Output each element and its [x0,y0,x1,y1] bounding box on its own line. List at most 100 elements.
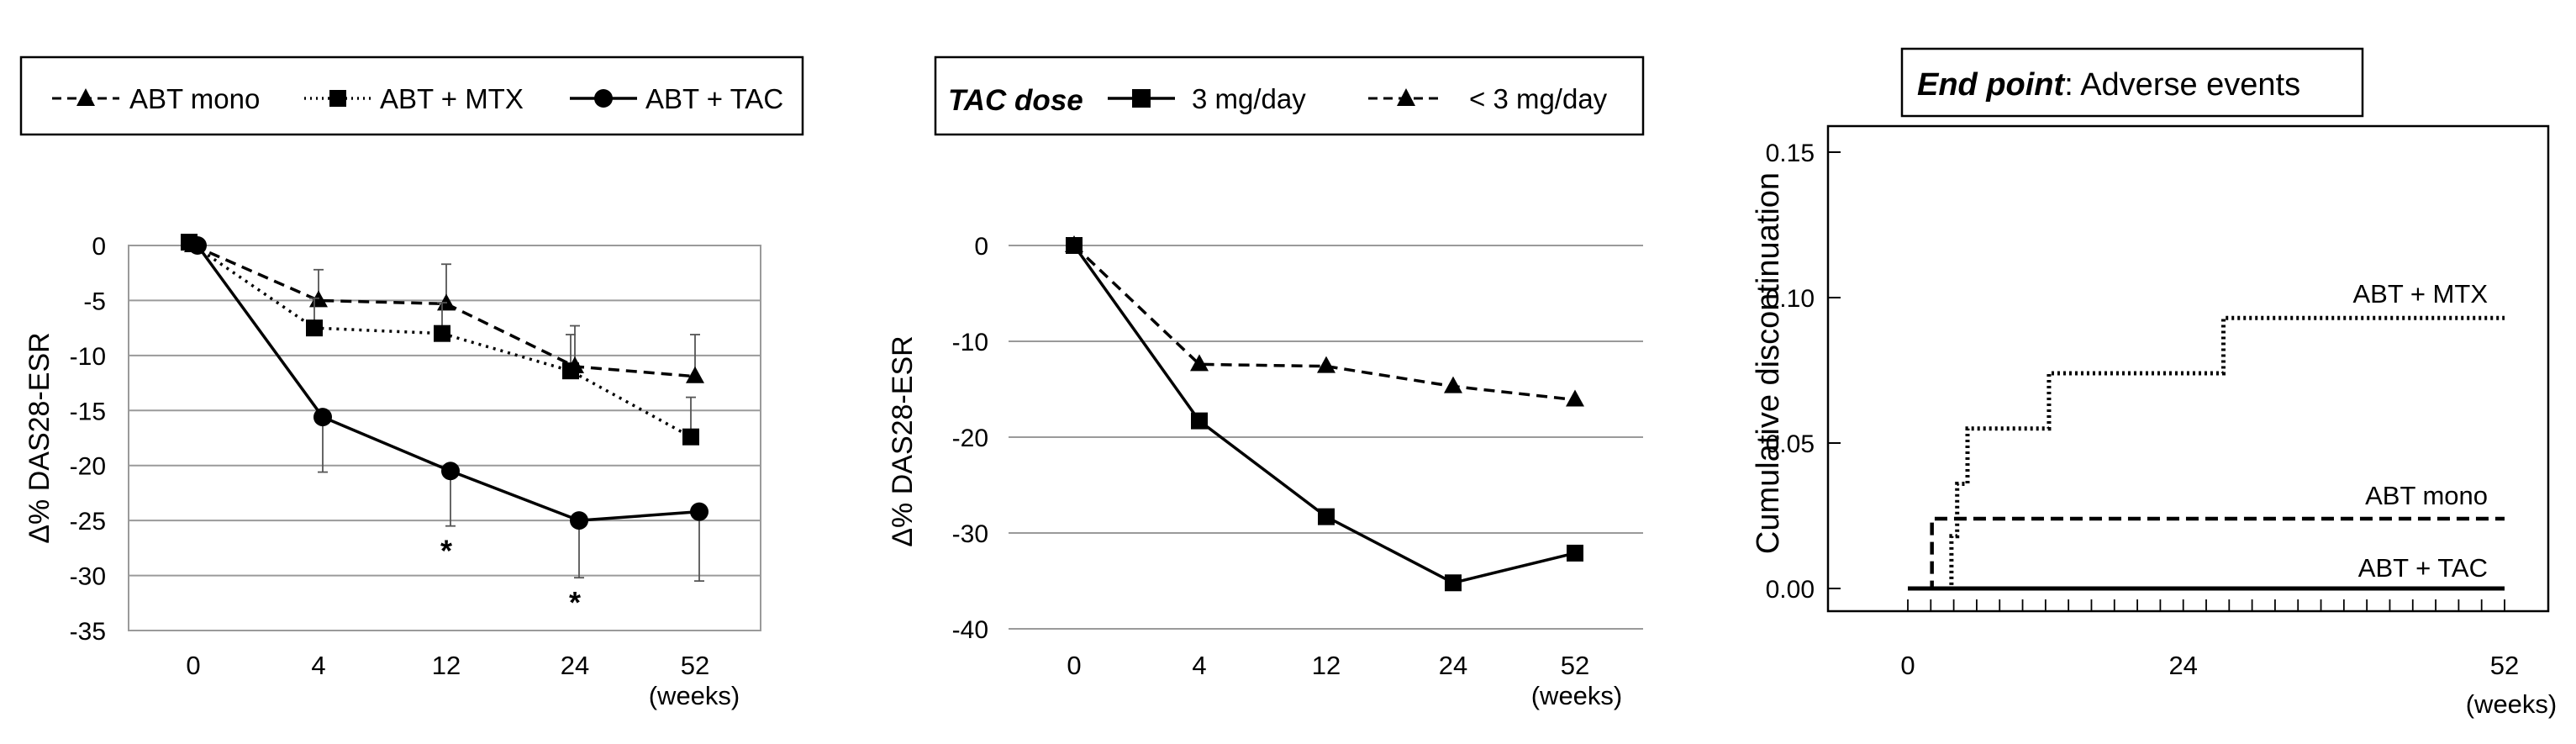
legend-marker-circle [594,89,613,108]
legend-label-lt3mg: < 3 mg/day [1469,83,1608,114]
series-3-mg-day [1065,235,1584,407]
legend-label-abt-tac: ABT + TAC [645,83,783,114]
legend-item-3mg: 3 mg/day [1108,83,1306,114]
y-tick-label: -5 [83,288,106,315]
x-tick-label: 12 [432,651,461,680]
series-label-abt-mtx: ABT + MTX [2353,279,2489,309]
x-tick-label: 12 [1312,651,1341,680]
data-point [1567,544,1583,562]
legend-marker-triangle [1397,88,1415,106]
panel-2-legend-box [934,55,1645,136]
legend-marker-triangle [76,88,95,106]
panel-2-legend-title: TAC dose [948,84,1083,117]
y-tick-label: -20 [952,425,988,452]
y-tick-label: -30 [70,563,106,591]
data-point [1566,389,1584,407]
legend-item-abt-mono: ABT mono [52,83,260,114]
legend-label-3mg: 3 mg/day [1192,83,1306,114]
significance-mark: * [569,585,581,620]
series-abt-mono [184,235,704,383]
panel-3-title-rest: : Adverse events [2064,67,2300,103]
data-point [682,428,699,446]
panel-2: TAC dose 3 mg/day < 3 mg/day 0 -10 -20 -30 -… [887,55,1645,710]
panel-3-title-bold: End point [1917,67,2066,103]
legend-item-abt-tac: ABT + TAC [570,83,783,114]
panel-1: ABT mono ABT + MTX ABT + TAC 0 -5 -10 -15 -2… [19,55,804,710]
panel-1-annotations: ** [440,534,581,620]
panel-1-series [181,234,709,583]
panel-1-x-unit: (weeks) [649,681,740,710]
series-label-abt-mono: ABT mono [2365,481,2488,510]
series-3-mg-day [1066,237,1583,592]
x-tick-label: 0 [186,651,200,680]
panel-2-legend: TAC dose 3 mg/day < 3 mg/day [934,55,1645,136]
data-point [686,366,704,383]
legend-marker-square [1132,89,1151,108]
data-point [562,362,579,380]
series-abt-mtx [181,234,699,446]
significance-mark: * [440,534,452,568]
panel-3-title-box [1900,47,2364,118]
panel-1-y-axis-label: Δ% DAS28-ESR [24,332,55,543]
data-point [441,462,460,481]
y-tick-label: 0.00 [1766,576,1815,604]
x-tick-label: 4 [311,651,325,680]
panel-2-y-axis-label: Δ% DAS28-ESR [887,335,919,546]
panel-3-x-unit: (weeks) [2466,689,2558,719]
panel-3: End point: Adverse events 0.000.050.100.… [1751,47,2558,719]
legend-label-abt-mono: ABT mono [129,83,260,114]
panel-1-legend: ABT mono ABT + MTX ABT + TAC [19,55,804,136]
x-tick-label: 0 [1900,651,1915,680]
data-point [434,325,450,342]
panel-2-x-unit: (weeks) [1531,681,1623,710]
y-tick-label: -10 [70,343,106,371]
series-line [1072,244,1576,402]
panel-3-plot-area [1826,124,2550,613]
panel-1-legend-box [19,55,804,136]
y-tick-label: 0 [974,233,988,261]
panel-2-y-axis: 0 -10 -20 -30 -40 [952,233,988,644]
panel-3-x-axis: 0 24 52 [1900,599,2519,680]
data-point [188,236,207,255]
data-point [570,511,588,530]
panel-3-y-axis: 0.00 0.05 0.10 0.15 [1766,140,1841,604]
data-point [313,408,332,427]
panel-1-y-axis: 0 -5 -10 -15 -20 -25 -30 -35 [70,233,106,646]
legend-marker-square [329,90,346,107]
data-point [1317,356,1335,373]
y-tick-label: -20 [70,453,106,481]
legend-item-abt-mtx: ABT + MTX [304,83,524,114]
legend-item-lt3mg: < 3 mg/day [1368,83,1608,114]
data-point [690,502,709,521]
data-point [306,319,323,337]
series-abt-tac [188,236,709,583]
x-tick-label: 4 [1192,651,1206,680]
panel-3-title: End point: Adverse events [1900,47,2364,118]
x-tick-label: 52 [1561,651,1589,680]
data-point [1444,376,1462,393]
y-tick-label: -30 [952,520,988,548]
panel-2-series [1065,235,1584,592]
data-point [1318,508,1335,525]
legend-label-abt-mtx: ABT + MTX [380,83,524,114]
panel-2-gridlines [1009,245,1643,630]
x-tick-label: 24 [2168,651,2197,680]
y-tick-label: -40 [952,616,988,644]
y-tick-label: 0 [92,233,106,261]
data-point [1065,235,1083,252]
x-tick-label: 52 [2490,651,2519,680]
data-point [1191,412,1208,430]
x-tick-label: 24 [1439,651,1467,680]
data-point [1445,574,1462,592]
series-label-abt-tac: ABT + TAC [2358,553,2488,583]
x-tick-label: 52 [681,651,709,680]
panel-1-x-axis: 0 4 12 24 52 [186,651,709,680]
panel-3-y-axis-label: Cumulative discontinuation [1751,172,1786,554]
panel-3-title-text: End point: Adverse events [1917,67,2300,103]
series-abt-mtx [1908,315,2505,591]
panel-2-x-axis: 0 4 12 24 52 [1067,651,1589,680]
y-tick-label: 0.10 [1766,285,1815,313]
y-tick-label: -10 [952,329,988,356]
x-tick-label: 0 [1067,651,1081,680]
